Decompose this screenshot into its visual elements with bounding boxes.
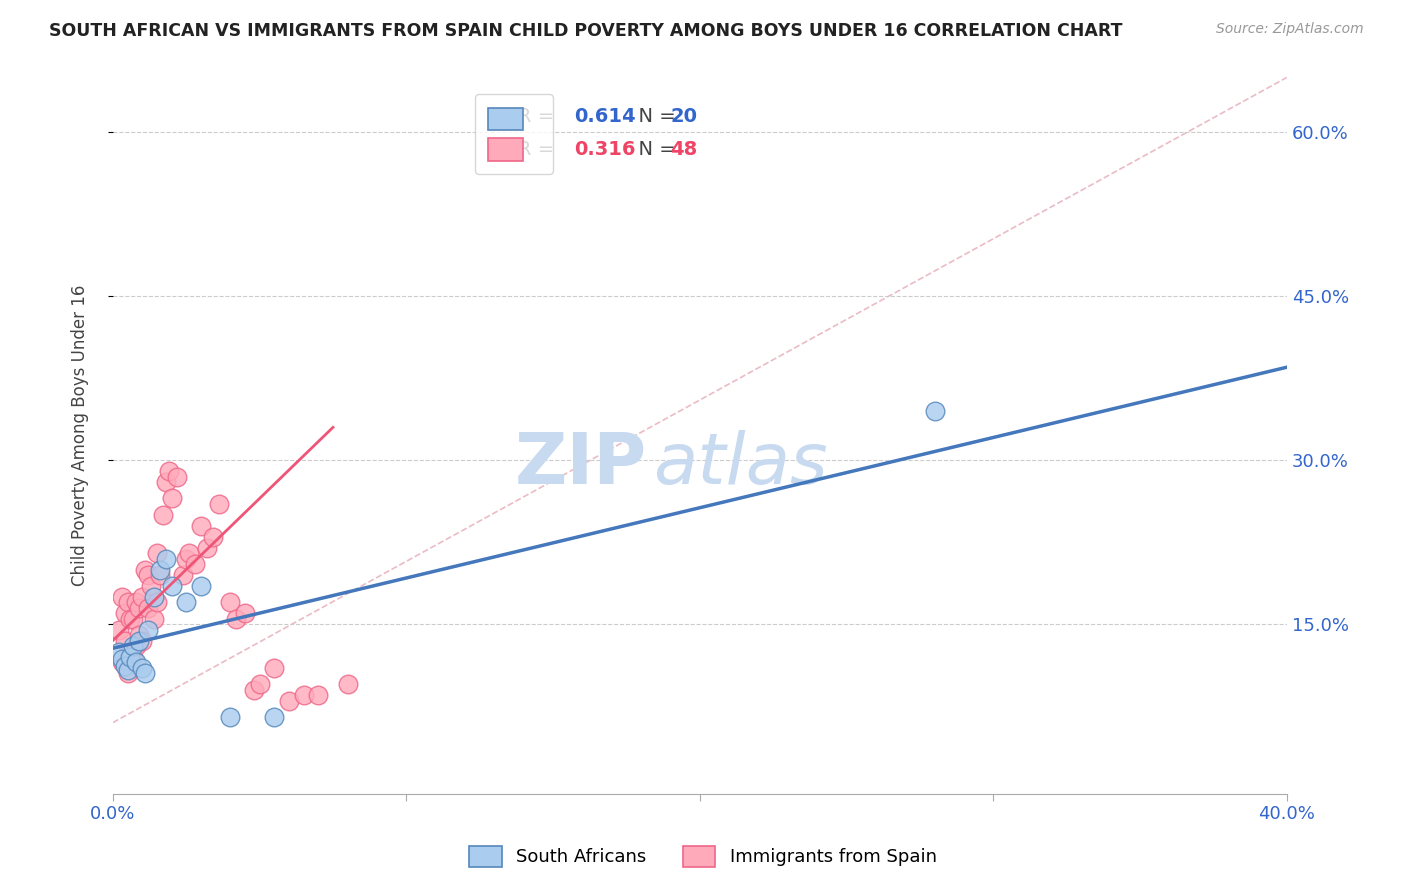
Point	[111, 652, 134, 666]
Point	[184, 557, 207, 571]
Point	[292, 688, 315, 702]
Text: ZIP: ZIP	[515, 430, 647, 499]
Point	[125, 639, 148, 653]
Text: 0.614: 0.614	[574, 107, 636, 127]
Point	[152, 508, 174, 522]
Point	[149, 568, 172, 582]
Point	[201, 530, 224, 544]
Point	[155, 475, 177, 489]
Point	[136, 623, 159, 637]
Point	[146, 595, 169, 609]
Point	[131, 590, 153, 604]
Point	[278, 694, 301, 708]
Point	[142, 612, 165, 626]
Point	[263, 661, 285, 675]
Point	[160, 491, 183, 506]
Text: 0.316: 0.316	[574, 139, 636, 159]
Point	[114, 658, 136, 673]
Point	[134, 666, 156, 681]
Point	[128, 633, 150, 648]
Point	[120, 650, 142, 665]
Point	[117, 595, 139, 609]
Point	[117, 663, 139, 677]
Point	[190, 579, 212, 593]
Point	[134, 562, 156, 576]
Point	[131, 633, 153, 648]
Point	[307, 688, 329, 702]
Point	[128, 628, 150, 642]
Legend: South Africans, Immigrants from Spain: South Africans, Immigrants from Spain	[463, 838, 943, 874]
Point	[136, 568, 159, 582]
Point	[128, 600, 150, 615]
Point	[122, 650, 145, 665]
Text: Source: ZipAtlas.com: Source: ZipAtlas.com	[1216, 22, 1364, 37]
Point	[160, 579, 183, 593]
Point	[207, 497, 229, 511]
Point	[219, 710, 242, 724]
Text: SOUTH AFRICAN VS IMMIGRANTS FROM SPAIN CHILD POVERTY AMONG BOYS UNDER 16 CORRELA: SOUTH AFRICAN VS IMMIGRANTS FROM SPAIN C…	[49, 22, 1123, 40]
Point	[924, 404, 946, 418]
Point	[120, 612, 142, 626]
Point	[139, 579, 162, 593]
Point	[136, 600, 159, 615]
Text: R =: R =	[517, 107, 561, 127]
Point	[174, 551, 197, 566]
Point	[111, 656, 134, 670]
Point	[149, 562, 172, 576]
Point	[120, 644, 142, 658]
Text: 48: 48	[671, 139, 697, 159]
Legend: , : ,	[475, 95, 553, 174]
Point	[190, 518, 212, 533]
Text: N =: N =	[626, 139, 682, 159]
Point	[225, 612, 247, 626]
Point	[117, 666, 139, 681]
Point	[263, 710, 285, 724]
Point	[172, 568, 194, 582]
Point	[155, 551, 177, 566]
Point	[195, 541, 218, 555]
Point	[242, 682, 264, 697]
Point	[107, 623, 129, 637]
Point	[131, 661, 153, 675]
Point	[125, 656, 148, 670]
Text: 20: 20	[671, 107, 697, 127]
Point	[114, 633, 136, 648]
Point	[122, 639, 145, 653]
Point	[166, 469, 188, 483]
Point	[122, 612, 145, 626]
Point	[114, 606, 136, 620]
Text: atlas: atlas	[652, 430, 828, 499]
Point	[219, 595, 242, 609]
Point	[107, 644, 129, 658]
Point	[174, 595, 197, 609]
Point	[249, 677, 271, 691]
Text: N =: N =	[626, 107, 682, 127]
Point	[142, 590, 165, 604]
Point	[157, 464, 180, 478]
Point	[125, 595, 148, 609]
Y-axis label: Child Poverty Among Boys Under 16: Child Poverty Among Boys Under 16	[72, 285, 89, 586]
Text: R =: R =	[517, 139, 561, 159]
Point	[179, 546, 201, 560]
Point	[233, 606, 256, 620]
Point	[111, 590, 134, 604]
Point	[146, 546, 169, 560]
Point	[336, 677, 359, 691]
